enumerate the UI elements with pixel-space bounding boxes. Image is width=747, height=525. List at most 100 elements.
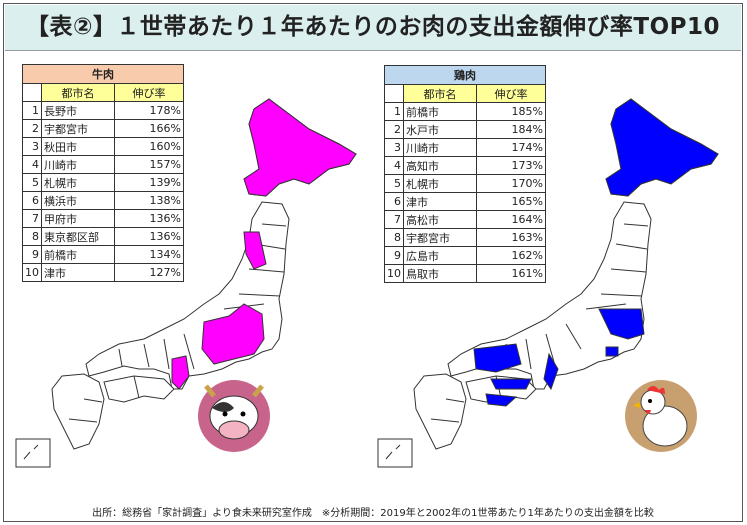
maps	[15, 98, 719, 468]
table-row: 6 津市 165%	[384, 192, 546, 211]
table-row: 5 札幌市 170%	[384, 174, 546, 193]
city-cell: 前橋市	[403, 102, 477, 121]
table-row: 1 前橋市 185%	[384, 102, 546, 121]
chicken-col-rate: 伸び率	[476, 84, 546, 103]
city-cell: 宇都宮市	[403, 228, 477, 247]
table-row: 9 広島市 162%	[384, 246, 546, 265]
city-cell: 東京都区部	[41, 227, 115, 246]
table-row: 8 東京都区部 136%	[22, 227, 184, 246]
table-row: 4 川崎市 157%	[22, 155, 184, 174]
chicken-highlight-hokkaido	[605, 98, 719, 197]
chicken-header: 鶏肉	[384, 65, 546, 85]
table-row: 7 高松市 164%	[384, 210, 546, 229]
city-cell: 札幌市	[41, 173, 115, 192]
city-cell: 川崎市	[403, 138, 477, 157]
page-title: 【表②】１世帯あたり１年あたりのお肉の支出金額伸び率TOP10	[5, 5, 741, 51]
rank-cell: 1	[22, 101, 42, 120]
rate-cell: 136%	[114, 227, 184, 246]
table-row: 10 鳥取市 161%	[384, 264, 546, 283]
table-row: 2 宇都宮市 166%	[22, 119, 184, 138]
rate-cell: 139%	[114, 173, 184, 192]
city-cell: 高知市	[403, 156, 477, 175]
city-cell: 札幌市	[403, 174, 477, 193]
rank-cell: 4	[384, 156, 404, 175]
chicken-highlight-kagawa	[490, 378, 532, 390]
rate-cell: 163%	[476, 228, 546, 247]
rate-cell: 184%	[476, 120, 546, 139]
city-cell: 長野市	[41, 101, 115, 120]
table-row: 3 川崎市 174%	[384, 138, 546, 157]
city-cell: 川崎市	[41, 155, 115, 174]
chicken-highlight-mie	[543, 352, 559, 391]
table-row: 8 宇都宮市 163%	[384, 228, 546, 247]
table-row: 2 水戸市 184%	[384, 120, 546, 139]
chicken-highlight-kochi	[485, 393, 518, 407]
rank-cell: 3	[384, 138, 404, 157]
rank-cell: 7	[384, 210, 404, 229]
table-row: 5 札幌市 139%	[22, 173, 184, 192]
rank-cell: 4	[22, 155, 42, 174]
table-row: 10 津市 127%	[22, 263, 184, 282]
city-cell: 宇都宮市	[41, 119, 115, 138]
rate-cell: 127%	[114, 263, 184, 282]
rate-cell: 165%	[476, 192, 546, 211]
city-cell: 秋田市	[41, 137, 115, 156]
rank-cell: 10	[384, 264, 404, 283]
beef-highlight-kanto-chubu	[201, 303, 265, 365]
chicken-icon	[625, 380, 697, 452]
beef-highlight-akita	[243, 231, 267, 270]
rank-cell: 2	[384, 120, 404, 139]
chicken-highlight-kanagawa	[605, 346, 619, 357]
rank-cell: 9	[22, 245, 42, 264]
city-cell: 津市	[403, 192, 477, 211]
table-row: 9 前橋市 134%	[22, 245, 184, 264]
beef-col-rate: 伸び率	[114, 83, 184, 102]
rank-cell: 8	[384, 228, 404, 247]
rate-cell: 173%	[476, 156, 546, 175]
beef-header: 牛肉	[22, 64, 184, 84]
rate-cell: 185%	[476, 102, 546, 121]
beef-highlight-mie	[171, 355, 190, 390]
rate-cell: 134%	[114, 245, 184, 264]
rate-cell: 164%	[476, 210, 546, 229]
rate-cell: 170%	[476, 174, 546, 193]
rank-cell: 1	[384, 102, 404, 121]
city-cell: 広島市	[403, 246, 477, 265]
rate-cell: 160%	[114, 137, 184, 156]
rate-cell: 174%	[476, 138, 546, 157]
beef-col-city: 都市名	[41, 83, 115, 102]
rank-cell: 9	[384, 246, 404, 265]
beef-table: 牛肉 都市名 伸び率 1 長野市 178% 2 宇都宮市 166% 3 秋田市 160% 4 川崎市 1…	[22, 64, 184, 282]
table-row: 7 甲府市 136%	[22, 209, 184, 228]
footer-source-note: 出所：総務省「家計調査」より食未来研究室作成 ※分析期間：2019年と2002年…	[92, 508, 654, 519]
city-cell: 横浜市	[41, 191, 115, 210]
rank-cell: 6	[384, 192, 404, 211]
beef-map	[15, 98, 357, 468]
rank-cell: 7	[22, 209, 42, 228]
chicken-highlight-kanto	[598, 308, 645, 340]
rank-cell: 6	[22, 191, 42, 210]
rate-cell: 178%	[114, 101, 184, 120]
rate-cell: 138%	[114, 191, 184, 210]
table-row: 3 秋田市 160%	[22, 137, 184, 156]
city-cell: 前橋市	[41, 245, 115, 264]
chicken-highlight-chugoku	[473, 343, 522, 373]
rate-cell: 161%	[476, 264, 546, 283]
rank-cell: 10	[22, 263, 42, 282]
chicken-map	[377, 98, 719, 468]
rank-cell: 5	[22, 173, 42, 192]
table-row: 1 長野市 178%	[22, 101, 184, 120]
cow-icon	[198, 380, 270, 452]
chicken-col-city: 都市名	[403, 84, 477, 103]
rank-cell: 2	[22, 119, 42, 138]
rate-cell: 162%	[476, 246, 546, 265]
rank-cell: 5	[384, 174, 404, 193]
rate-cell: 157%	[114, 155, 184, 174]
city-cell: 鳥取市	[403, 264, 477, 283]
table-row: 6 横浜市 138%	[22, 191, 184, 210]
city-cell: 津市	[41, 263, 115, 282]
infographic: 【表②】１世帯あたり１年あたりのお肉の支出金額伸び率TOP10 牛肉 都市名 伸び…	[3, 3, 743, 522]
table-row: 4 高知市 173%	[384, 156, 546, 175]
city-cell: 甲府市	[41, 209, 115, 228]
city-cell: 高松市	[403, 210, 477, 229]
